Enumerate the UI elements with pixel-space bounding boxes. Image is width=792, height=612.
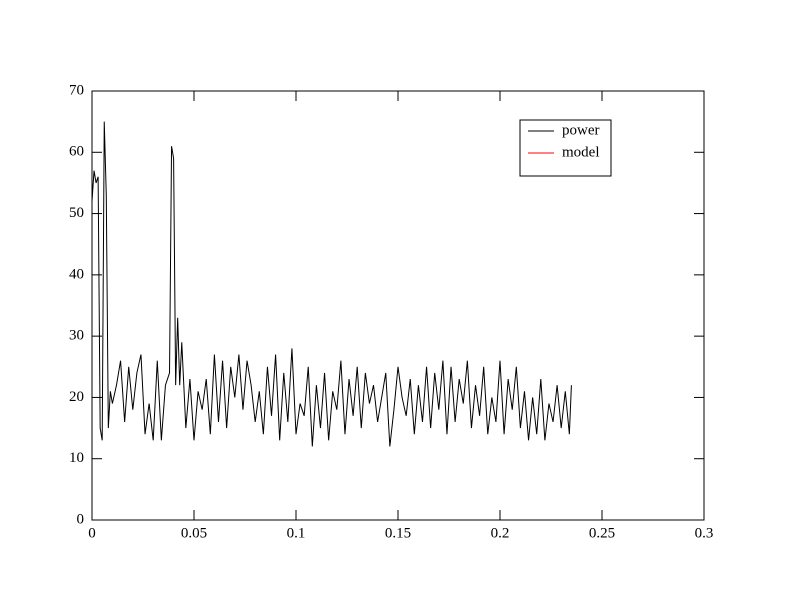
plot-area — [91, 121, 572, 447]
x-tick-label: 0.25 — [589, 525, 615, 541]
y-tick-label: 0 — [77, 511, 85, 527]
y-tick-label: 60 — [69, 144, 84, 160]
y-tick-label: 40 — [69, 266, 84, 282]
legend-box — [519, 119, 612, 177]
legend-label: power — [562, 122, 600, 138]
y-tick-label: 20 — [69, 389, 84, 405]
y-tick-label: 10 — [69, 450, 84, 466]
y-tick-label: 70 — [69, 82, 84, 98]
legend-label: model — [562, 144, 600, 160]
y-tick-label: 30 — [69, 328, 84, 344]
x-tick-label: 0.05 — [181, 525, 207, 541]
y-tick-label: 50 — [69, 205, 84, 221]
data-line — [91, 121, 572, 447]
x-tick-label: 0.15 — [385, 525, 411, 541]
x-tick-label: 0.2 — [491, 525, 510, 541]
x-tick-label: 0 — [88, 525, 96, 541]
x-tick-label: 0.3 — [695, 525, 714, 541]
x-tick-label: 0.1 — [287, 525, 306, 541]
